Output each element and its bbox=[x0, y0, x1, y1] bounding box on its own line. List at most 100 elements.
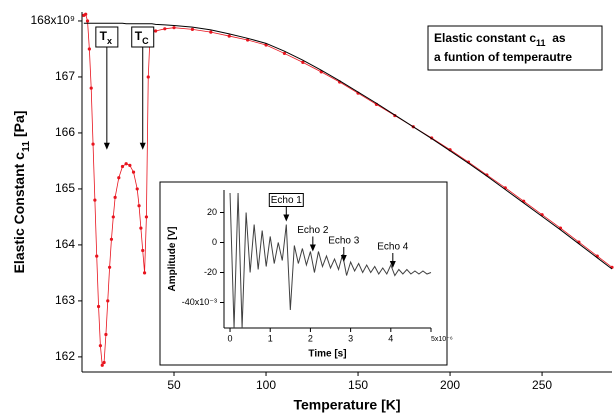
data-point bbox=[190, 27, 195, 31]
data-point bbox=[85, 19, 90, 23]
data-point bbox=[246, 38, 250, 42]
y-tick-label: 166 bbox=[55, 125, 75, 139]
data-point bbox=[106, 299, 110, 303]
data-point bbox=[172, 26, 176, 30]
note-line: Elastic constant c11 as bbox=[434, 31, 566, 48]
data-point bbox=[95, 254, 99, 258]
x-tick-label: 150 bbox=[348, 378, 368, 392]
note-line-part: a funtion of temperautre bbox=[434, 50, 572, 64]
y-tick-label: 165 bbox=[55, 181, 75, 195]
y-axis-label: Elastic Constant c11 [Pa] bbox=[11, 111, 32, 274]
annotation-label: Echo 4 bbox=[377, 242, 409, 253]
annotation-label-part: T bbox=[100, 29, 108, 43]
y-tick-label: 167 bbox=[55, 69, 75, 83]
inset-plot: 0 1 2 3 4 5x10⁻⁶ 20 0 -20 -40x10⁻³ Time [s] Amplitu… bbox=[167, 190, 453, 360]
series-line bbox=[229, 192, 432, 329]
y-axis-label-part: [Pa] bbox=[11, 111, 27, 141]
series-line bbox=[83, 22, 613, 270]
data-point bbox=[120, 164, 125, 169]
data-point bbox=[117, 176, 121, 180]
note-line-part: as bbox=[546, 31, 566, 45]
x-tick-label: 1 bbox=[268, 333, 273, 343]
x-tick-label: 2 bbox=[308, 333, 313, 343]
note-line-part: 11 bbox=[536, 38, 546, 48]
data-point bbox=[113, 195, 117, 199]
y-tick-label: 164 bbox=[55, 237, 75, 251]
x-tick-label: 0 bbox=[228, 333, 233, 343]
annotation-label: Tx bbox=[100, 29, 112, 46]
note-line-part: Elastic constant c bbox=[434, 31, 536, 45]
annotation-label: Echo 3 bbox=[328, 236, 360, 247]
data-point bbox=[139, 226, 143, 230]
y-tick-label: 0 bbox=[212, 237, 217, 247]
data-point bbox=[111, 215, 115, 219]
arrow-head bbox=[389, 261, 396, 268]
annotation-label-part: x bbox=[107, 36, 112, 46]
y-axis-label-part: Elastic Constant c bbox=[11, 152, 27, 274]
inset-frame bbox=[159, 181, 448, 366]
data-point bbox=[135, 187, 139, 191]
data-point bbox=[124, 162, 128, 166]
y-tick-label: 20 bbox=[207, 207, 217, 217]
y-tick-label: 162 bbox=[55, 349, 75, 363]
annotation-label: TC bbox=[135, 29, 149, 46]
data-point bbox=[142, 271, 147, 275]
data-point bbox=[154, 29, 158, 33]
note-line: a funtion of temperautre bbox=[434, 50, 572, 64]
arrow-head bbox=[340, 255, 347, 262]
data-point bbox=[146, 75, 150, 79]
data-point bbox=[131, 170, 136, 174]
data-point bbox=[84, 12, 88, 16]
data-point bbox=[144, 215, 149, 219]
data-point bbox=[227, 34, 231, 38]
data-point bbox=[282, 51, 287, 56]
data-point bbox=[109, 237, 114, 241]
annotation-box bbox=[295, 223, 330, 237]
y-axis-label-part: 11 bbox=[20, 141, 32, 152]
x-axis-label: Time [s] bbox=[308, 349, 346, 360]
data-point bbox=[102, 360, 106, 365]
data-point bbox=[141, 248, 145, 253]
y-tick-label: -40x10⁻³ bbox=[182, 297, 217, 307]
data-point bbox=[100, 363, 104, 367]
annotation-box bbox=[375, 240, 410, 253]
arrow-head bbox=[309, 244, 316, 252]
x-tick-label: 5x10⁻⁶ bbox=[431, 336, 453, 343]
annotation-label: Echo 1 bbox=[271, 195, 303, 206]
main-plot: 50 100 150 200 250162163164165166167168x10⁹T… bbox=[11, 12, 614, 413]
data-point bbox=[91, 142, 95, 146]
arrow-head bbox=[103, 142, 110, 150]
x-axis-label: Temperature [K] bbox=[293, 397, 400, 413]
annotation-label: Echo 2 bbox=[297, 225, 329, 236]
x-tick-label: 4 bbox=[388, 333, 393, 343]
note-box bbox=[427, 25, 603, 71]
y-tick-label: -20 bbox=[204, 267, 217, 277]
data-point bbox=[93, 198, 97, 202]
x-tick-label: 250 bbox=[532, 378, 552, 392]
data-point bbox=[108, 265, 112, 269]
arrow-head bbox=[139, 142, 146, 150]
data-point bbox=[301, 60, 305, 64]
data-point bbox=[128, 163, 132, 168]
annotation-label-part: C bbox=[142, 36, 149, 46]
data-point bbox=[89, 86, 93, 90]
x-tick-label: 200 bbox=[440, 378, 460, 392]
y-tick-label: 168x10⁹ bbox=[30, 13, 75, 27]
x-tick-label: 3 bbox=[348, 333, 353, 343]
data-point bbox=[96, 304, 101, 309]
data-point bbox=[209, 30, 213, 34]
data-point bbox=[87, 47, 91, 51]
annotation-label-part: T bbox=[135, 29, 143, 43]
annotation-box bbox=[326, 234, 361, 247]
y-axis-label: Amplitude [V] bbox=[167, 227, 178, 292]
data-point bbox=[98, 344, 103, 348]
x-tick-label: 50 bbox=[167, 378, 181, 392]
data-point bbox=[104, 332, 108, 337]
x-tick-label: 100 bbox=[256, 378, 276, 392]
data-point bbox=[163, 27, 167, 31]
arrow-head bbox=[283, 214, 290, 222]
y-axis-label-part: Amplitude [V] bbox=[167, 227, 178, 292]
y-tick-label: 163 bbox=[55, 293, 75, 307]
